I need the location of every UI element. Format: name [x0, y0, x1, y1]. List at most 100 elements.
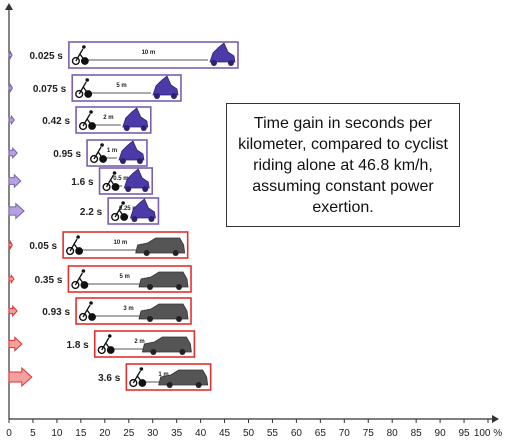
car-wheel-icon [147, 316, 154, 322]
car-wheel-icon [176, 284, 183, 290]
car-icon [135, 237, 186, 254]
motorcycle-icon [123, 168, 150, 189]
motorcycle-wheel-icon [227, 60, 234, 66]
motorcycle-wheel-icon [142, 186, 149, 192]
x-tick-label: 65 [315, 428, 327, 439]
distance-label: 1 m [158, 372, 168, 378]
x-tick-label: 5 [30, 428, 36, 439]
x-axis-arrow [492, 415, 499, 423]
time-gain-label: 0.075 s [33, 84, 67, 95]
cyclist-head-icon [81, 269, 86, 273]
car-wheel-icon [143, 250, 150, 256]
x-tick-label: 50 [243, 428, 255, 439]
time-gain-label: 3.6 s [98, 373, 121, 384]
motorcycle-row: 0.075 s 5 m [8, 74, 182, 102]
car-row: 3.6 s 1 m [8, 363, 212, 391]
car-wheel-icon [150, 349, 157, 355]
x-tick-label: 100 % [474, 428, 502, 439]
time-gain-label: 0.05 s [29, 241, 57, 252]
motorcycle-icon [118, 140, 145, 161]
distance-label: 1 m [107, 148, 117, 154]
x-tick-label: 20 [99, 428, 111, 439]
cyclist-icon [82, 113, 93, 127]
x-tick-label: 45 [219, 428, 231, 439]
car-row: 0.35 s 5 m [8, 265, 192, 293]
cyclist-icon [132, 370, 143, 384]
gain-arrow [8, 50, 13, 60]
motorcycle-row: 0.95 s 1 m [8, 139, 148, 167]
x-tick-label: 40 [195, 428, 207, 439]
car-row: 1.8 s 2 m [8, 330, 196, 358]
y-axis-arrow [5, 3, 13, 10]
distance-label: 5 m [120, 274, 130, 280]
cyclist-icon [75, 48, 86, 62]
bicycle-wheel-icon [71, 56, 80, 66]
bicycle-wheel-icon [97, 345, 106, 355]
distance-label: 10 m [114, 240, 128, 246]
cyclist-icon [74, 272, 85, 286]
cyclist-head-icon [76, 235, 80, 239]
motorcycle-row: 0.025 s 10 m [8, 41, 239, 69]
gain-arrow [8, 202, 25, 220]
time-gain-label: 1.6 s [71, 177, 94, 188]
x-tick-label: 85 [411, 428, 423, 439]
car-icon [158, 369, 209, 386]
distance-label: 10 m [142, 50, 156, 56]
x-tick-label: 30 [147, 428, 159, 439]
gain-arrow [8, 114, 15, 126]
cyclist-head-icon [121, 201, 125, 205]
motorcycle-row: 2.2 s 0.25 m [8, 197, 160, 225]
time-gain-label: 0.35 s [35, 275, 63, 286]
bicycle-wheel-icon [71, 280, 80, 290]
x-tick-label: 55 [267, 428, 279, 439]
car-row: 0.05 s 10 m [8, 231, 189, 259]
x-tick-label: 90 [435, 428, 447, 439]
time-gain-label: 0.42 s [42, 116, 70, 127]
car-icon [138, 303, 189, 320]
time-gain-label: 0.025 s [30, 51, 64, 62]
motorcycle-icon [152, 75, 179, 96]
x-tick-label: 80 [387, 428, 399, 439]
distance-label: 2 m [134, 339, 144, 345]
gain-arrow [8, 173, 22, 189]
cyclist-icon [78, 81, 89, 95]
car-wheel-icon [172, 250, 179, 256]
cyclist-head-icon [89, 301, 93, 305]
motorcycle-wheel-icon [148, 216, 155, 222]
gain-arrow [8, 304, 18, 318]
motorcycle-wheel-icon [131, 216, 138, 222]
distance-label: 3 m [123, 306, 133, 312]
motorcycle-wheel-icon [119, 158, 126, 164]
x-tick-label: 70 [339, 428, 351, 439]
bicycle-wheel-icon [78, 312, 88, 322]
cyclist-icon [82, 304, 93, 318]
cyclist-head-icon [139, 367, 144, 371]
car-icon [138, 271, 189, 288]
bicycle-wheel-icon [78, 121, 88, 131]
car-wheel-icon [166, 382, 173, 388]
time-gain-label: 0.95 s [53, 149, 81, 160]
car-icon [141, 336, 192, 353]
motorcycle-row: 1.6 s 0.5 m [8, 167, 154, 195]
car-row: 0.93 s 3 m [8, 297, 192, 325]
motorcycle-wheel-icon [140, 125, 147, 131]
cyclist-icon [101, 337, 112, 351]
car-wheel-icon [195, 382, 202, 388]
bicycle-wheel-icon [102, 182, 111, 192]
motorcycle-icon [129, 198, 156, 219]
gain-arrow [8, 83, 13, 93]
motorcycle-icon [122, 107, 149, 128]
annotation-box: Time gain in seconds per kilometer, comp… [226, 103, 460, 227]
time-gain-label: 1.8 s [66, 340, 89, 351]
distance-label: 2 m [103, 115, 113, 121]
cyclist-head-icon [85, 78, 90, 82]
motorcycle-wheel-icon [170, 93, 177, 99]
cyclist-icon [114, 204, 125, 218]
cyclist-head-icon [82, 45, 86, 49]
car-wheel-icon [147, 284, 154, 290]
x-tick-label: 75 [363, 428, 375, 439]
x-tick-label: 60 [291, 428, 303, 439]
motorcycle-row: 0.42 s 2 m [8, 106, 152, 134]
cyclist-head-icon [107, 334, 112, 338]
